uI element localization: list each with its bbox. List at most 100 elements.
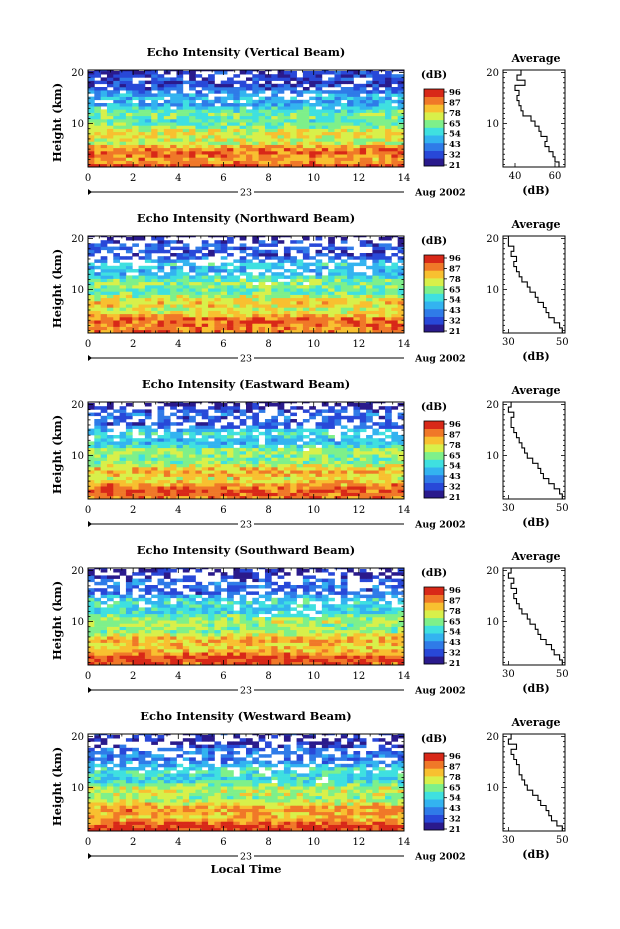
heatmap-cell <box>378 138 386 142</box>
heatmap-cell <box>138 451 146 455</box>
heatmap-cell <box>246 253 253 257</box>
heatmap-cell <box>151 317 158 321</box>
heatmap-cell <box>397 467 404 471</box>
heatmap-cell <box>328 323 335 327</box>
heatmap-cell <box>88 323 95 327</box>
heatmap-cell <box>157 80 165 85</box>
heatmap-cell <box>144 93 152 97</box>
heatmap-cell <box>277 281 285 286</box>
heatmap-cell <box>359 483 367 487</box>
heatmap-cell <box>264 649 272 653</box>
heatmap-cell <box>397 304 404 308</box>
heatmap-cell <box>195 291 203 295</box>
heatmap-cell <box>391 70 399 72</box>
heatmap-cell <box>88 495 95 499</box>
heatmap-cell <box>220 403 228 407</box>
heatmap-cell <box>88 125 95 129</box>
heatmap-cell <box>385 106 392 110</box>
heatmap-cell <box>113 294 120 299</box>
heatmap-cell <box>391 297 399 302</box>
heatmap-cell <box>378 288 386 292</box>
heatmap-cell <box>302 103 310 107</box>
heatmap-cell <box>290 131 297 136</box>
heatmap-cell <box>334 652 342 656</box>
heatmap-cell <box>182 288 190 292</box>
heatmap-cell <box>138 80 146 85</box>
heatmap-cell <box>264 119 272 123</box>
heatmap-cell <box>182 151 190 155</box>
heatmap-cell <box>100 240 108 244</box>
heatmap-cell <box>170 70 177 72</box>
heatmap-cell <box>302 317 310 321</box>
heatmap-cell <box>189 135 196 139</box>
heatmap-cell <box>233 135 241 139</box>
heatmap-cell <box>144 639 152 643</box>
heatmap-cell <box>258 119 266 123</box>
heatmap-cell <box>347 163 354 167</box>
profile-x-tick-label: 30 <box>502 337 515 348</box>
heatmap-cell <box>296 125 304 129</box>
heatmap-cell <box>309 154 316 158</box>
heatmap-cell <box>189 428 196 433</box>
heatmap-cell <box>170 470 177 474</box>
heatmap-cell <box>353 415 361 420</box>
heatmap-cell <box>227 87 234 91</box>
heatmap-cell <box>233 486 241 490</box>
heatmap-cell <box>246 658 253 663</box>
heatmap-cell <box>151 428 158 433</box>
heatmap-cell <box>283 128 291 133</box>
heatmap-cell <box>309 649 316 653</box>
heatmap-cell <box>296 147 304 152</box>
heatmap-cell <box>163 463 171 468</box>
heatmap-cell <box>391 438 399 442</box>
heatmap-cell <box>208 310 215 315</box>
heatmap-cell <box>94 90 102 94</box>
heatmap-cell <box>391 147 399 152</box>
heatmap-cell <box>157 112 165 117</box>
heatmap-cell <box>151 157 158 161</box>
heatmap-cell <box>100 649 108 653</box>
heatmap-cell <box>264 99 272 104</box>
heatmap-cell <box>258 294 266 299</box>
heatmap-cell <box>157 652 165 656</box>
colorbar-tick-label: 87 <box>449 98 461 108</box>
heatmap-cell <box>144 495 152 499</box>
heatmap-cell <box>302 125 310 129</box>
heatmap-cell <box>372 141 380 145</box>
heatmap-cell <box>252 77 260 81</box>
heatmap-cell <box>220 313 228 318</box>
heatmap-cell <box>277 131 285 136</box>
heatmap-cell <box>397 649 404 653</box>
heatmap-cell <box>296 275 304 279</box>
heatmap-cell <box>94 438 102 442</box>
heatmap-cell <box>189 160 196 165</box>
heatmap-cell <box>214 447 222 452</box>
heatmap-cell <box>125 486 133 490</box>
heatmap-cell <box>100 236 108 238</box>
heatmap-cell <box>309 415 316 420</box>
heatmap-cell <box>227 278 234 283</box>
heatmap-cell <box>296 435 304 439</box>
heatmap-cell <box>258 240 266 244</box>
heatmap-cell <box>88 479 95 484</box>
heatmap-cell <box>189 70 196 72</box>
heatmap-cell <box>397 412 404 417</box>
heatmap-cell <box>315 470 323 474</box>
heatmap-cell <box>328 147 335 152</box>
heatmap-cell <box>119 655 127 659</box>
heatmap-cell <box>106 639 114 643</box>
heatmap-cell <box>391 160 399 165</box>
heatmap-cell <box>125 71 133 75</box>
heatmap-cell <box>283 135 291 139</box>
colorbar-swatch <box>424 490 444 499</box>
heatmap-cell <box>201 636 209 640</box>
heatmap-cell <box>340 451 348 455</box>
heatmap-cell <box>321 109 329 113</box>
heatmap-cell <box>340 96 348 101</box>
heatmap-cell <box>144 253 152 257</box>
heatmap-cell <box>283 655 291 659</box>
heatmap-cell <box>119 476 127 481</box>
heatmap-cell <box>233 131 241 136</box>
heatmap-cell <box>290 323 297 327</box>
heatmap-cell <box>157 278 165 283</box>
